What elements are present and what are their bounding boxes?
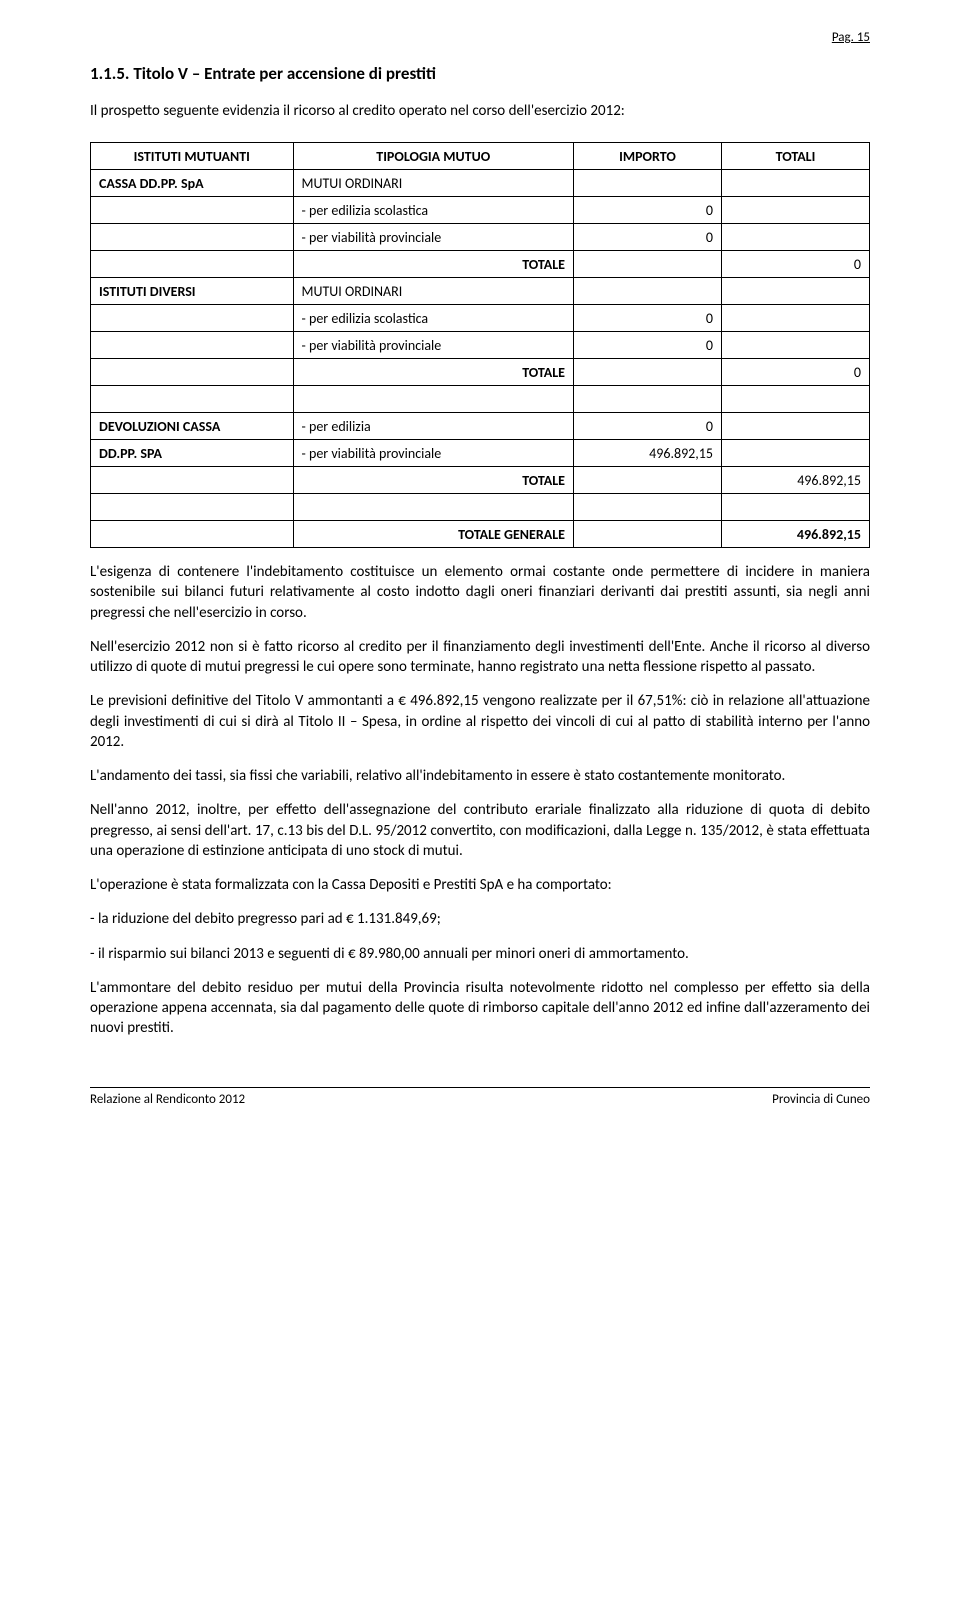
table-cell: - per viabilità provinciale	[293, 224, 573, 251]
table-row: DEVOLUZIONI CASSA- per edilizia0	[91, 413, 870, 440]
body-text-container: L'esigenza di contenere l'indebitamento …	[90, 562, 870, 1039]
table-cell: TOTALE GENERALE	[293, 521, 573, 548]
table-cell	[573, 467, 721, 494]
table-cell	[91, 197, 294, 224]
table-cell	[91, 332, 294, 359]
table-cell: 0	[573, 305, 721, 332]
page: Pag. 15 1.1.5. Titolo V – Entrate per ac…	[0, 0, 960, 1137]
table-cell: 0	[573, 413, 721, 440]
table-header-cell: IMPORTO	[573, 143, 721, 170]
body-paragraph: L'operazione è stata formalizzata con la…	[90, 875, 870, 895]
table-cell	[91, 359, 294, 386]
table-cell: 496.892,15	[721, 521, 869, 548]
table-cell: DD.PP. SPA	[91, 440, 294, 467]
body-paragraph: L'ammontare del debito residuo per mutui…	[90, 978, 870, 1039]
table-cell	[721, 305, 869, 332]
table-row: - per edilizia scolastica0	[91, 197, 870, 224]
table-cell	[573, 359, 721, 386]
table-cell: 496.892,15	[721, 467, 869, 494]
page-footer: Relazione al Rendiconto 2012 Provincia d…	[90, 1087, 870, 1107]
table-row: - per edilizia scolastica0	[91, 305, 870, 332]
table-row: - per viabilità provinciale0	[91, 224, 870, 251]
table-cell: DEVOLUZIONI CASSA	[91, 413, 294, 440]
table-header-cell: ISTITUTI MUTUANTI	[91, 143, 294, 170]
body-paragraph: L'esigenza di contenere l'indebitamento …	[90, 562, 870, 623]
table-cell: MUTUI ORDINARI	[293, 278, 573, 305]
mutui-table: ISTITUTI MUTUANTITIPOLOGIA MUTUOIMPORTOT…	[90, 142, 870, 548]
table-cell: TOTALE	[293, 467, 573, 494]
body-paragraph: - la riduzione del debito pregresso pari…	[90, 909, 870, 929]
table-body: CASSA DD.PP. SpAMUTUI ORDINARI- per edil…	[91, 170, 870, 548]
table-cell: 0	[573, 197, 721, 224]
table-header-cell: TIPOLOGIA MUTUO	[293, 143, 573, 170]
table-cell	[91, 467, 294, 494]
table-header-row: ISTITUTI MUTUANTITIPOLOGIA MUTUOIMPORTOT…	[91, 143, 870, 170]
table-cell: - per edilizia scolastica	[293, 305, 573, 332]
table-cell: ISTITUTI DIVERSI	[91, 278, 294, 305]
table-row: TOTALE 0	[91, 251, 870, 278]
table-cell: 0	[721, 359, 869, 386]
table-cell	[721, 278, 869, 305]
table-cell: 0	[573, 224, 721, 251]
table-row: TOTALE GENERALE 496.892,15	[91, 521, 870, 548]
table-cell: 0	[573, 332, 721, 359]
table-cell	[721, 440, 869, 467]
table-cell: CASSA DD.PP. SpA	[91, 170, 294, 197]
table-cell	[721, 332, 869, 359]
table-cell: - per viabilità provinciale	[293, 440, 573, 467]
table-cell	[91, 224, 294, 251]
section-title: 1.1.5. Titolo V – Entrate per accensione…	[90, 63, 870, 84]
table-row: ISTITUTI DIVERSIMUTUI ORDINARI	[91, 278, 870, 305]
body-paragraph: - il risparmio sui bilanci 2013 e seguen…	[90, 944, 870, 964]
table-cell	[91, 521, 294, 548]
table-cell: TOTALE	[293, 251, 573, 278]
table-cell	[721, 413, 869, 440]
table-cell: 0	[721, 251, 869, 278]
table-cell	[573, 278, 721, 305]
body-paragraph: L'andamento dei tassi, sia fissi che var…	[90, 766, 870, 786]
table-header-cell: TOTALI	[721, 143, 869, 170]
table-cell	[91, 305, 294, 332]
table-cell	[573, 521, 721, 548]
table-cell	[573, 251, 721, 278]
body-paragraph: Nell'esercizio 2012 non si è fatto ricor…	[90, 637, 870, 678]
table-row: TOTALE 0	[91, 359, 870, 386]
table-cell	[721, 224, 869, 251]
table-cell	[721, 197, 869, 224]
footer-left: Relazione al Rendiconto 2012	[90, 1092, 245, 1107]
table-row: DD.PP. SPA- per viabilità provinciale496…	[91, 440, 870, 467]
table-cell	[721, 170, 869, 197]
table-cell	[573, 170, 721, 197]
table-cell: MUTUI ORDINARI	[293, 170, 573, 197]
page-number: Pag. 15	[90, 30, 870, 45]
body-paragraph: Nell'anno 2012, inoltre, per effetto del…	[90, 800, 870, 861]
footer-right: Provincia di Cuneo	[772, 1092, 870, 1107]
body-paragraph: Le previsioni definitive del Titolo V am…	[90, 691, 870, 752]
table-row: - per viabilità provinciale0	[91, 332, 870, 359]
table-row: CASSA DD.PP. SpAMUTUI ORDINARI	[91, 170, 870, 197]
table-row	[91, 494, 870, 521]
table-row	[91, 386, 870, 413]
table-cell: - per viabilità provinciale	[293, 332, 573, 359]
table-cell: TOTALE	[293, 359, 573, 386]
table-cell: - per edilizia scolastica	[293, 197, 573, 224]
table-row: TOTALE 496.892,15	[91, 467, 870, 494]
table-cell: - per edilizia	[293, 413, 573, 440]
table-cell	[91, 251, 294, 278]
intro-paragraph: Il prospetto seguente evidenzia il ricor…	[90, 102, 870, 120]
table-cell: 496.892,15	[573, 440, 721, 467]
